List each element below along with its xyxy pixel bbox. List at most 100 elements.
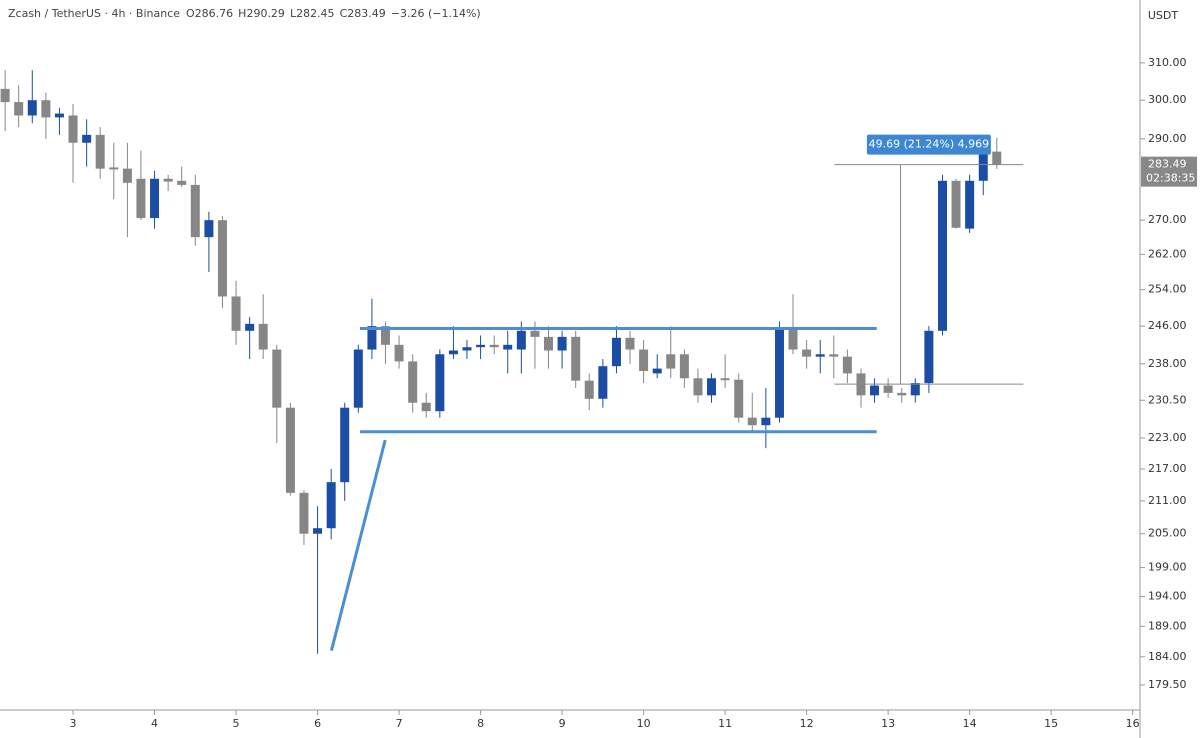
candle-body (625, 337, 635, 350)
y-tick-label: 246.00 (1148, 319, 1187, 332)
x-tick-label: 7 (396, 717, 403, 730)
ohlc-close: C283.49 (340, 7, 386, 20)
candle-body (231, 296, 241, 331)
x-tick-label: 3 (70, 717, 77, 730)
candle-body (54, 113, 64, 118)
candle-body (965, 180, 975, 229)
drawn-line (329, 439, 387, 651)
y-tick-label: 194.00 (1148, 590, 1187, 603)
candle-body (951, 180, 961, 228)
candle-body (802, 349, 812, 357)
candle-body (992, 151, 1002, 165)
ohlc-change: −3.26 (−1.14%) (391, 7, 481, 20)
y-tick-label: 254.00 (1148, 283, 1187, 296)
candle-body (272, 349, 282, 408)
candle-body (313, 528, 323, 534)
candle-body (516, 330, 526, 350)
candle-body (870, 385, 880, 396)
candle-body (299, 492, 309, 534)
candle-body (978, 152, 988, 181)
x-tick-label: 6 (314, 717, 321, 730)
candle-body (163, 178, 173, 182)
candle-body (136, 178, 146, 219)
x-tick-label: 13 (881, 717, 895, 730)
candle-body (924, 330, 934, 384)
candle-body (720, 378, 730, 381)
candle-body (774, 328, 784, 418)
candle-body (815, 354, 825, 357)
y-tick-label: 217.00 (1148, 462, 1187, 475)
candle-body (204, 220, 214, 238)
candle-body (462, 347, 472, 351)
measure-label: 49.69 (21.24%) 4,969 (869, 138, 990, 151)
candle-body (150, 178, 160, 219)
candle-body (258, 323, 268, 350)
ohlc-open: O286.76 (186, 7, 233, 20)
candle-body (639, 349, 649, 372)
y-tick-label: 179.50 (1148, 678, 1187, 691)
candle-body (747, 417, 757, 426)
candle-body (652, 368, 662, 374)
candle-body (938, 180, 948, 331)
candle-body (421, 402, 431, 412)
candle-body (584, 380, 594, 399)
x-tick-label: 4 (151, 717, 158, 730)
x-tick-label: 8 (477, 717, 484, 730)
y-tick-label: 238.00 (1148, 357, 1187, 370)
y-tick-label: 205.00 (1148, 527, 1187, 540)
candle-body (285, 407, 295, 493)
y-tick-label: 184.00 (1148, 650, 1187, 663)
candle-body (41, 100, 51, 118)
candle-body (571, 336, 581, 381)
candle-body (367, 326, 377, 350)
y-tick-label: 290.00 (1148, 132, 1187, 145)
y-tick-label: 230.50 (1148, 393, 1187, 406)
symbol: Zcash / TetherUS · 4h · Binance (8, 7, 180, 20)
candle-body (245, 323, 255, 331)
axis-currency: USDT (1148, 9, 1179, 22)
candle-body (734, 379, 744, 418)
y-tick-label: 211.00 (1148, 494, 1187, 507)
candle-body (217, 220, 227, 297)
header: Zcash / TetherUS · 4h · Binance O286.76 H2… (8, 7, 481, 20)
candle-body (27, 100, 37, 116)
y-tick-label: 300.00 (1148, 93, 1187, 106)
candle-body (122, 168, 132, 183)
x-tick-label: 14 (963, 717, 977, 730)
candle-body (598, 366, 608, 399)
last-price-box (1141, 156, 1197, 187)
countdown: 02:38:35 (1146, 172, 1195, 185)
candle-body (380, 326, 390, 345)
candle-body (530, 330, 540, 337)
y-tick-label: 223.00 (1148, 431, 1187, 444)
candle-body (788, 328, 798, 350)
candle-body (666, 354, 676, 369)
y-tick-label: 199.00 (1148, 561, 1187, 574)
x-tick-label: 11 (718, 717, 732, 730)
candle-body (109, 167, 119, 170)
candle-body (910, 383, 920, 396)
last-price: 283.49 (1148, 158, 1187, 171)
candle-body (95, 134, 105, 169)
candle-body (761, 417, 771, 426)
candle-body (340, 407, 350, 483)
candle-body (842, 356, 852, 374)
candle-body (489, 344, 499, 348)
candle-body (448, 350, 458, 355)
x-tick-label: 12 (800, 717, 814, 730)
x-tick-label: 9 (559, 717, 566, 730)
candle-body (326, 482, 336, 529)
measure-label-box (866, 134, 991, 155)
candle-body (611, 337, 621, 367)
candle-body (14, 102, 24, 116)
x-tick-label: 15 (1044, 717, 1058, 730)
candle-body (883, 385, 893, 393)
x-tick-label: 16 (1126, 717, 1140, 730)
candle-body (353, 349, 363, 408)
candle-body (394, 344, 404, 362)
candle-body (68, 115, 78, 143)
candle-body (503, 344, 513, 350)
y-tick-label: 262.00 (1148, 247, 1187, 260)
candle-body (679, 354, 689, 379)
